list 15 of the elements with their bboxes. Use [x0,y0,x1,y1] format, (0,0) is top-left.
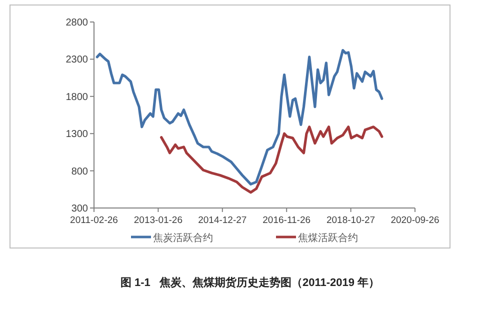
x-tick-label: 2013-01-26 [134,215,183,226]
x-tick-label: 2018-10-27 [326,215,376,226]
y-tick-label: 2300 [66,54,88,66]
y-tick-label: 1800 [66,92,88,103]
x-tick-label: 2014-12-27 [198,215,247,226]
x-tick-label: 2011-02-26 [70,215,118,226]
y-tick-label: 2800 [66,18,88,28]
x-tick-label: 2016-11-26 [262,215,311,226]
legend-label: 焦炭活跃合约 [153,232,213,244]
caption: 图 1-1 焦炭、焦煤期货历史走势图（2011-2019 年） [120,276,380,289]
y-tick-label: 300 [71,204,88,214]
legend-label: 焦煤活跃合约 [298,232,358,244]
x-tick-label: 2020-09-26 [390,215,440,226]
y-tick-label: 800 [71,166,88,178]
y-tick-label: 1300 [66,129,88,140]
